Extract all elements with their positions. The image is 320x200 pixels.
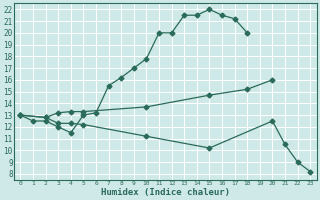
X-axis label: Humidex (Indice chaleur): Humidex (Indice chaleur) — [101, 188, 230, 197]
